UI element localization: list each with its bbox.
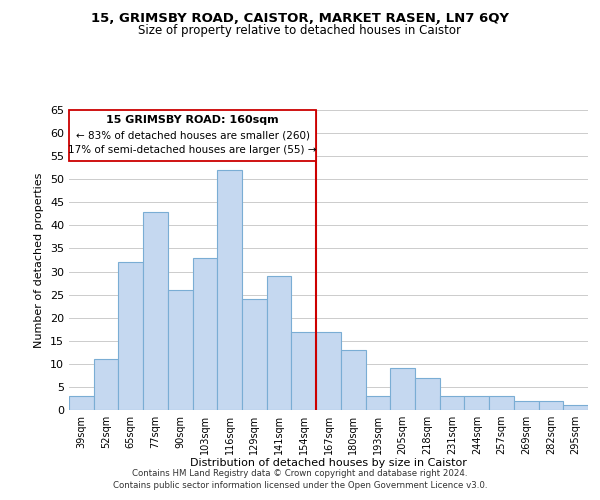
Bar: [217, 170, 242, 410]
Bar: [415, 378, 440, 410]
Bar: [168, 290, 193, 410]
Y-axis label: Number of detached properties: Number of detached properties: [34, 172, 44, 348]
Text: Contains HM Land Registry data © Crown copyright and database right 2024.
Contai: Contains HM Land Registry data © Crown c…: [113, 468, 487, 490]
Text: Size of property relative to detached houses in Caistor: Size of property relative to detached ho…: [139, 24, 461, 37]
Bar: [94, 359, 118, 410]
Text: 15 GRIMSBY ROAD: 160sqm: 15 GRIMSBY ROAD: 160sqm: [106, 114, 279, 124]
Bar: [267, 276, 292, 410]
Text: Distribution of detached houses by size in Caistor: Distribution of detached houses by size …: [190, 458, 467, 468]
Text: ← 83% of detached houses are smaller (260): ← 83% of detached houses are smaller (26…: [76, 131, 310, 141]
Text: 17% of semi-detached houses are larger (55) →: 17% of semi-detached houses are larger (…: [68, 144, 317, 154]
Bar: [539, 401, 563, 410]
Bar: [143, 212, 168, 410]
Bar: [69, 396, 94, 410]
Bar: [390, 368, 415, 410]
Bar: [489, 396, 514, 410]
Bar: [118, 262, 143, 410]
Bar: [365, 396, 390, 410]
Bar: [193, 258, 217, 410]
Bar: [464, 396, 489, 410]
Bar: [563, 406, 588, 410]
FancyBboxPatch shape: [69, 110, 316, 161]
Bar: [242, 299, 267, 410]
Bar: [514, 401, 539, 410]
Bar: [292, 332, 316, 410]
Text: 15, GRIMSBY ROAD, CAISTOR, MARKET RASEN, LN7 6QY: 15, GRIMSBY ROAD, CAISTOR, MARKET RASEN,…: [91, 12, 509, 26]
Bar: [440, 396, 464, 410]
Bar: [316, 332, 341, 410]
Bar: [341, 350, 365, 410]
